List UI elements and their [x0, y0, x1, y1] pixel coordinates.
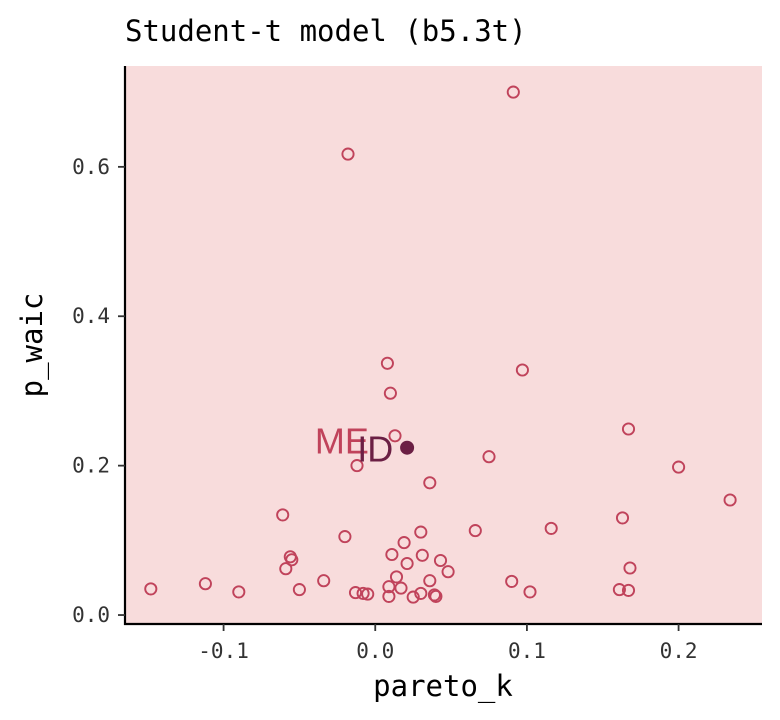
highlighted-data-point [400, 440, 415, 455]
data-point [232, 585, 246, 599]
plot-panel-background [125, 66, 762, 624]
data-point [414, 525, 428, 539]
data-point [382, 580, 396, 594]
x-tick-label: -0.1 [198, 639, 249, 663]
x-tick-label: 0.0 [356, 639, 394, 663]
y-tick-label: 0.2 [72, 454, 110, 478]
data-point [292, 583, 306, 597]
data-point [515, 363, 529, 377]
data-point [544, 521, 558, 535]
data-point [433, 553, 448, 568]
data-point [423, 476, 437, 490]
data-point [382, 589, 396, 603]
x-axis-label: pareto_k [373, 669, 513, 704]
data-point [361, 587, 375, 601]
y-tick-label: 0.0 [72, 603, 110, 627]
data-point [506, 85, 520, 99]
data-point [350, 459, 364, 473]
y-axis-ticks: 0.0 0.2 0.4 0.6 [72, 155, 125, 627]
data-point [427, 588, 441, 602]
data-point [406, 590, 420, 604]
data-point [385, 547, 399, 562]
data-point [482, 450, 496, 464]
data-point [397, 536, 411, 550]
data-point [415, 548, 429, 562]
data-point [672, 460, 686, 474]
data-point [276, 508, 290, 522]
data-point [279, 562, 293, 576]
data-point [144, 582, 158, 596]
data-point [523, 585, 537, 599]
x-tick-label: 0.2 [660, 639, 698, 663]
data-point [621, 422, 636, 436]
data-point [338, 530, 352, 544]
x-axis-ticks: -0.1 0.0 0.1 0.2 [198, 624, 698, 663]
data-point [394, 581, 408, 595]
y-tick-label: 0.6 [72, 155, 110, 179]
data-point [388, 429, 402, 443]
data-point [414, 586, 428, 600]
data-point [612, 583, 626, 597]
data-points [144, 85, 737, 604]
data-point [198, 577, 212, 591]
annotation-label-id: ID [357, 429, 393, 470]
data-point [429, 589, 443, 603]
data-point [348, 586, 363, 600]
data-point [441, 565, 455, 579]
data-point [505, 574, 519, 588]
data-point [383, 386, 397, 400]
data-point [623, 561, 637, 575]
data-point [356, 586, 370, 600]
chart-title: Student-t model (b5.3t) [125, 14, 527, 48]
y-tick-label: 0.4 [72, 304, 110, 328]
data-point [380, 356, 394, 370]
data-point [317, 574, 331, 588]
data-point [400, 556, 414, 571]
data-point [389, 570, 404, 584]
data-point [423, 574, 437, 588]
data-point [615, 511, 630, 525]
data-point [341, 147, 355, 161]
x-tick-label: 0.1 [508, 639, 546, 663]
data-point [468, 524, 482, 538]
data-point [285, 553, 299, 567]
annotation-label-me: ME [315, 421, 369, 462]
data-point [723, 493, 737, 507]
y-axis-label: p_waic [15, 293, 50, 398]
data-point [621, 583, 636, 597]
